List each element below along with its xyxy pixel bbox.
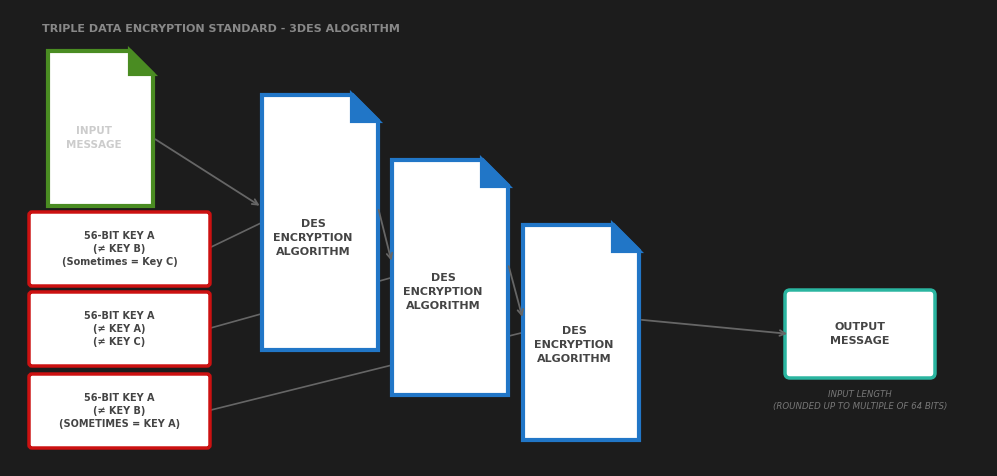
Text: 56-BIT KEY A
(≠ KEY A)
(≠ KEY C): 56-BIT KEY A (≠ KEY A) (≠ KEY C) (85, 311, 155, 347)
Text: INPUT LENGTH
(ROUNDED UP TO MULTIPLE OF 64 BITS): INPUT LENGTH (ROUNDED UP TO MULTIPLE OF … (773, 390, 947, 411)
Polygon shape (392, 160, 508, 395)
Polygon shape (48, 51, 153, 206)
FancyBboxPatch shape (29, 212, 210, 286)
Polygon shape (130, 51, 153, 74)
Text: 56-BIT KEY A
(≠ KEY B)
(SOMETIMES = KEY A): 56-BIT KEY A (≠ KEY B) (SOMETIMES = KEY … (59, 393, 180, 429)
FancyBboxPatch shape (785, 290, 935, 378)
Polygon shape (353, 95, 378, 120)
Text: 56-BIT KEY A
(≠ KEY B)
(Sometimes = Key C): 56-BIT KEY A (≠ KEY B) (Sometimes = Key … (62, 231, 177, 267)
FancyBboxPatch shape (29, 374, 210, 448)
Text: TRIPLE DATA ENCRYPTION STANDARD - 3DES ALOGRITHM: TRIPLE DATA ENCRYPTION STANDARD - 3DES A… (42, 24, 400, 34)
Text: INPUT
MESSAGE: INPUT MESSAGE (67, 126, 122, 150)
Polygon shape (613, 225, 639, 250)
FancyBboxPatch shape (29, 292, 210, 366)
Polygon shape (483, 160, 508, 186)
Text: DES
ENCRYPTION
ALGORITHM: DES ENCRYPTION ALGORITHM (404, 273, 483, 311)
Polygon shape (523, 225, 639, 440)
Text: DES
ENCRYPTION
ALGORITHM: DES ENCRYPTION ALGORITHM (273, 219, 353, 257)
Polygon shape (262, 95, 378, 350)
Text: OUTPUT
MESSAGE: OUTPUT MESSAGE (831, 322, 889, 346)
Text: DES
ENCRYPTION
ALGORITHM: DES ENCRYPTION ALGORITHM (534, 327, 614, 365)
